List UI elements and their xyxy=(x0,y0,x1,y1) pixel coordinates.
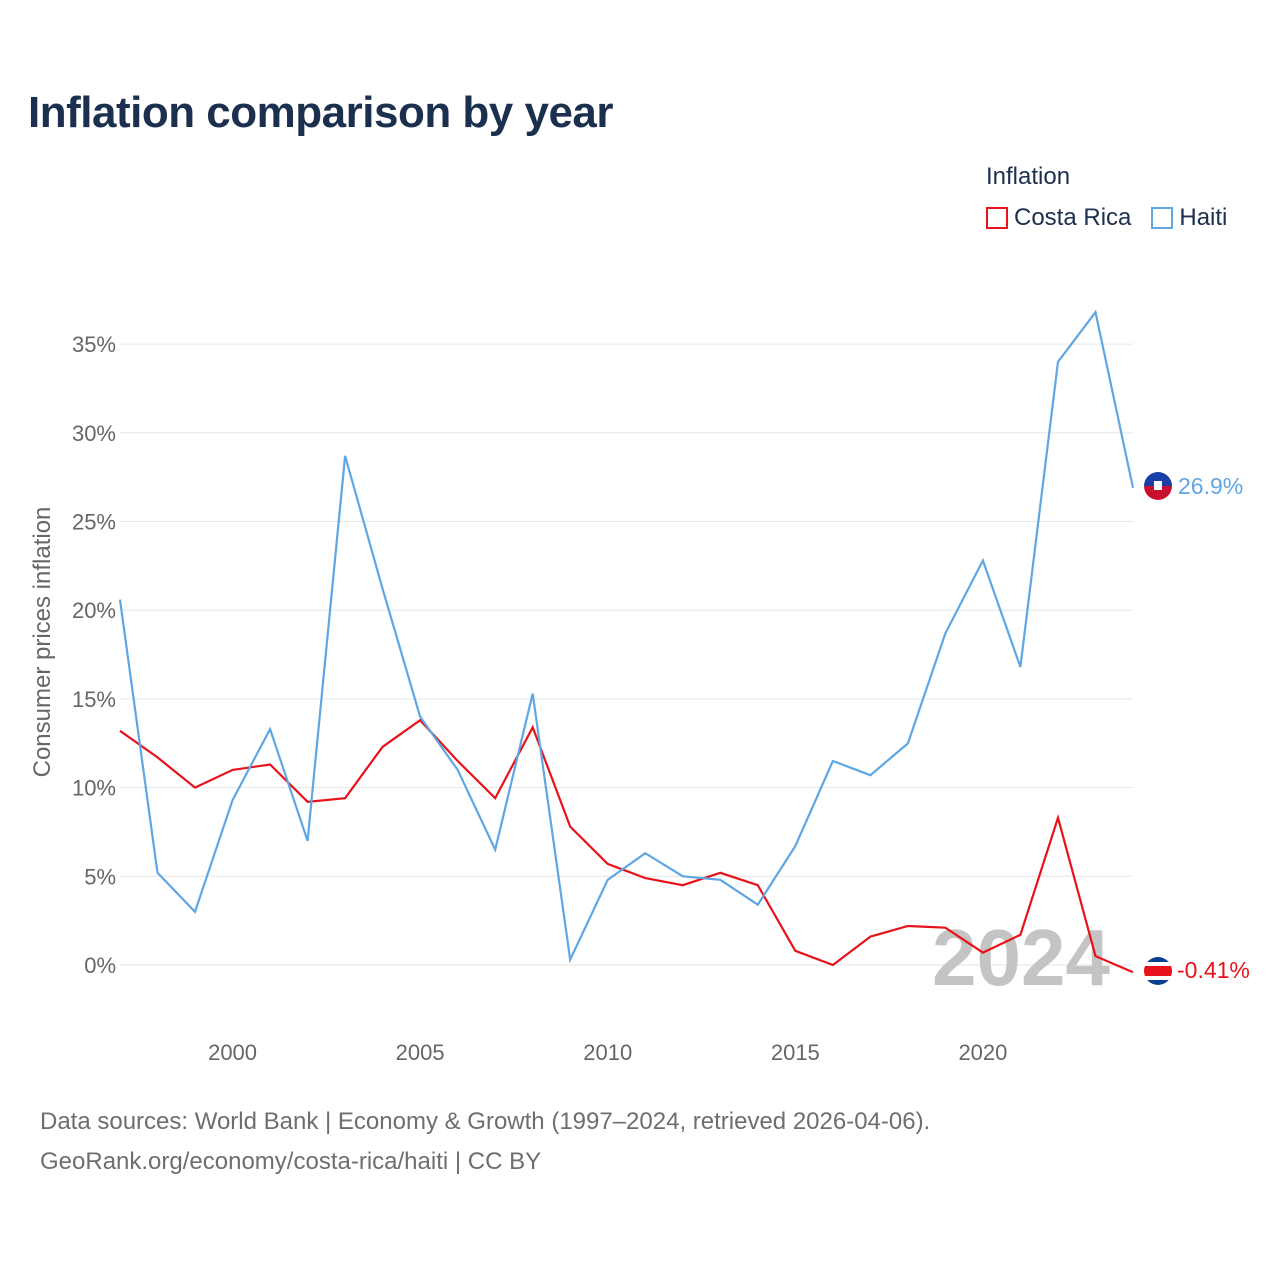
legend-swatch-haiti xyxy=(1151,207,1174,229)
year-watermark: 2024 xyxy=(932,913,1110,1002)
x-tick-label: 2000 xyxy=(208,1040,257,1065)
y-tick-label: 20% xyxy=(72,598,116,623)
y-axis-ticks: 0% 5% 10% 15% 20% 25% 30% 35% xyxy=(72,332,116,978)
legend-title: Inflation xyxy=(986,163,1071,190)
y-tick-label: 0% xyxy=(84,953,116,978)
end-label-haiti: 26.9% xyxy=(1178,473,1243,499)
x-axis-ticks: 2000 2005 2010 2015 2020 xyxy=(208,1040,1007,1065)
legend-item-haiti[interactable]: Haiti xyxy=(1151,204,1227,232)
haiti-flag-icon xyxy=(1144,472,1172,500)
y-axis-label: Consumer prices inflation xyxy=(29,507,56,778)
costa-rica-flag-icon xyxy=(1144,957,1172,985)
y-tick-label: 30% xyxy=(72,421,116,446)
y-tick-label: 10% xyxy=(72,776,116,801)
series-lines xyxy=(118,309,1135,974)
legend-swatch-costa-rica xyxy=(986,207,1008,229)
y-tick-label: 15% xyxy=(72,687,116,712)
y-tick-label: 5% xyxy=(84,864,116,889)
series-line-haiti[interactable] xyxy=(118,309,1135,964)
legend-label-haiti: Haiti xyxy=(1179,204,1228,231)
y-tick-label: 25% xyxy=(72,510,116,535)
end-label-costa-rica: -0.41% xyxy=(1177,957,1250,983)
chart-title: Inflation comparison by year xyxy=(28,88,614,137)
x-tick-label: 2005 xyxy=(396,1040,445,1065)
footer-attribution: GeoRank.org/economy/costa-rica/haiti | C… xyxy=(40,1148,542,1175)
x-tick-label: 2015 xyxy=(771,1040,820,1065)
y-tick-label: 35% xyxy=(72,332,116,357)
footer-sources: Data sources: World Bank | Economy & Gro… xyxy=(40,1108,931,1135)
x-tick-label: 2010 xyxy=(583,1040,632,1065)
legend-item-costa-rica[interactable]: Costa Rica xyxy=(986,204,1131,232)
legend-label-costa-rica: Costa Rica xyxy=(1014,204,1132,231)
legend: Costa Rica Haiti xyxy=(986,204,1227,232)
x-tick-label: 2020 xyxy=(958,1040,1007,1065)
end-markers xyxy=(1144,472,1172,985)
